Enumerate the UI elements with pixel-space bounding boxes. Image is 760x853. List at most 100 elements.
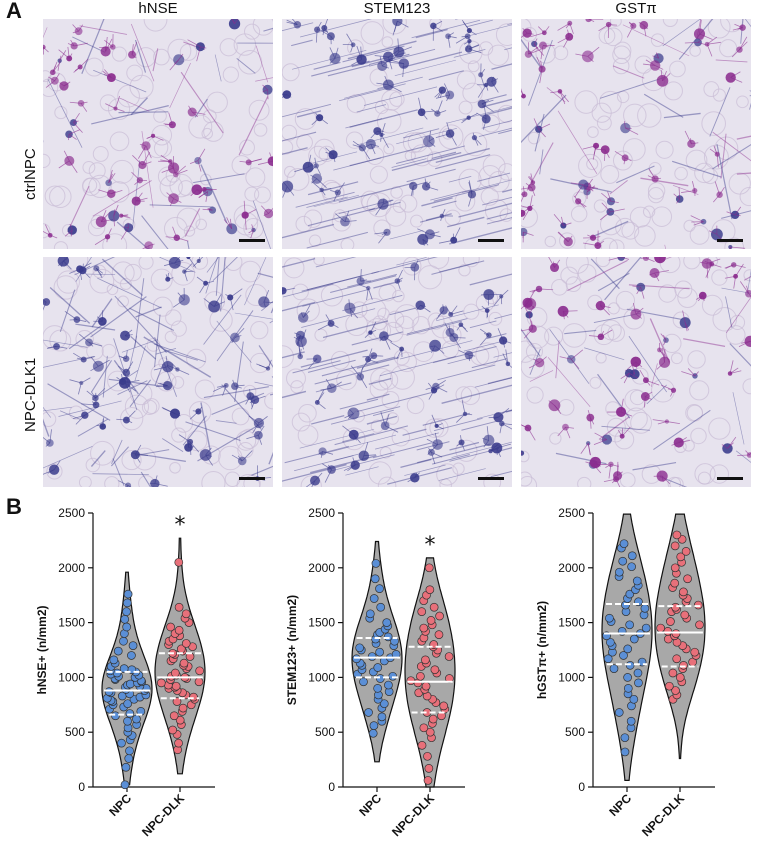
- y-tick-label: 500: [565, 725, 585, 739]
- row-label-ctrlnpc: ctrlNPC: [22, 148, 39, 200]
- data-point: [371, 575, 379, 583]
- data-point: [666, 618, 674, 626]
- data-point: [196, 667, 204, 675]
- data-point: [124, 717, 132, 725]
- data-point: [190, 693, 198, 701]
- data-point: [123, 599, 131, 607]
- data-point: [376, 585, 384, 593]
- data-point: [195, 678, 203, 686]
- data-point: [129, 642, 137, 650]
- column-header-gstpi: GSTπ: [521, 0, 751, 17]
- data-point: [626, 661, 634, 669]
- y-axis-label: STEM123+ (n/mm2): [285, 595, 299, 705]
- category-label: NPC: [356, 791, 384, 819]
- data-point: [431, 666, 439, 674]
- data-point: [634, 669, 642, 677]
- micrograph-ctrlnpc-hnse: [43, 19, 273, 249]
- y-tick-label: 1500: [308, 616, 335, 630]
- data-point: [669, 669, 677, 677]
- data-point: [110, 656, 118, 664]
- data-point: [673, 531, 681, 539]
- violin-body: [655, 514, 705, 758]
- y-axis-label: hGSTπ+ (n/mm2): [535, 601, 549, 699]
- data-point: [383, 619, 391, 627]
- data-point: [619, 557, 627, 565]
- significance-marker: *: [425, 533, 436, 558]
- data-point: [423, 752, 431, 760]
- data-point: [627, 717, 635, 725]
- data-point: [691, 648, 699, 656]
- stained-cell: [120, 331, 130, 341]
- y-tick-label: 2000: [308, 561, 335, 575]
- data-point: [671, 579, 679, 587]
- y-tick-label: 1000: [58, 670, 85, 684]
- data-point: [430, 603, 438, 611]
- data-point: [111, 712, 119, 720]
- data-point: [624, 684, 632, 692]
- data-point: [634, 679, 642, 687]
- data-point: [157, 679, 165, 687]
- micrograph-npc-dlk1-gstpi: [521, 257, 751, 487]
- stained-cell: [521, 94, 526, 99]
- data-point: [123, 608, 131, 616]
- y-tick-label: 2000: [558, 561, 585, 575]
- micrograph-npc-dlk1-hnse: [43, 257, 273, 487]
- y-tick-label: 1000: [308, 670, 335, 684]
- data-point: [384, 633, 392, 641]
- data-point: [389, 672, 397, 680]
- data-point: [429, 715, 437, 723]
- micrograph-ctrlnpc-stem123: [282, 19, 512, 249]
- data-point: [673, 655, 681, 663]
- data-point: [370, 722, 378, 730]
- data-point: [175, 626, 183, 634]
- micrograph-texture: [43, 19, 273, 249]
- data-point: [665, 682, 673, 690]
- data-point: [422, 682, 430, 690]
- micrograph-texture: [43, 257, 273, 487]
- data-point: [436, 612, 444, 620]
- data-point: [369, 729, 377, 737]
- data-point: [125, 755, 133, 763]
- data-point: [427, 616, 435, 624]
- data-point: [364, 708, 372, 716]
- data-point: [378, 713, 386, 721]
- data-point: [445, 653, 453, 661]
- data-point: [418, 608, 426, 616]
- data-point: [615, 568, 623, 576]
- data-point: [374, 664, 382, 672]
- data-point: [167, 623, 175, 631]
- data-point: [372, 559, 380, 567]
- stained-fiber: [118, 112, 168, 113]
- data-point: [626, 621, 634, 629]
- y-tick-label: 500: [315, 725, 335, 739]
- data-point: [377, 603, 385, 611]
- scale-bar: [239, 239, 265, 242]
- data-point: [425, 564, 433, 572]
- data-point: [179, 704, 187, 712]
- data-point: [407, 677, 415, 685]
- scale-bar: [478, 477, 504, 480]
- data-point: [657, 624, 665, 632]
- data-point: [615, 708, 623, 716]
- data-point: [425, 764, 433, 772]
- micrograph-texture: [521, 257, 751, 487]
- data-point: [672, 603, 680, 611]
- y-tick-label: 0: [78, 780, 85, 794]
- data-point: [671, 542, 679, 550]
- data-point: [122, 763, 130, 771]
- data-point: [374, 684, 382, 692]
- data-point: [610, 665, 618, 673]
- data-point: [416, 672, 424, 680]
- data-point: [169, 726, 177, 734]
- micrograph-texture: [521, 19, 751, 249]
- data-point: [359, 678, 367, 686]
- data-point: [171, 669, 179, 677]
- scale-bar: [239, 477, 265, 480]
- data-point: [376, 648, 384, 656]
- data-point: [420, 624, 428, 632]
- data-point: [440, 702, 448, 710]
